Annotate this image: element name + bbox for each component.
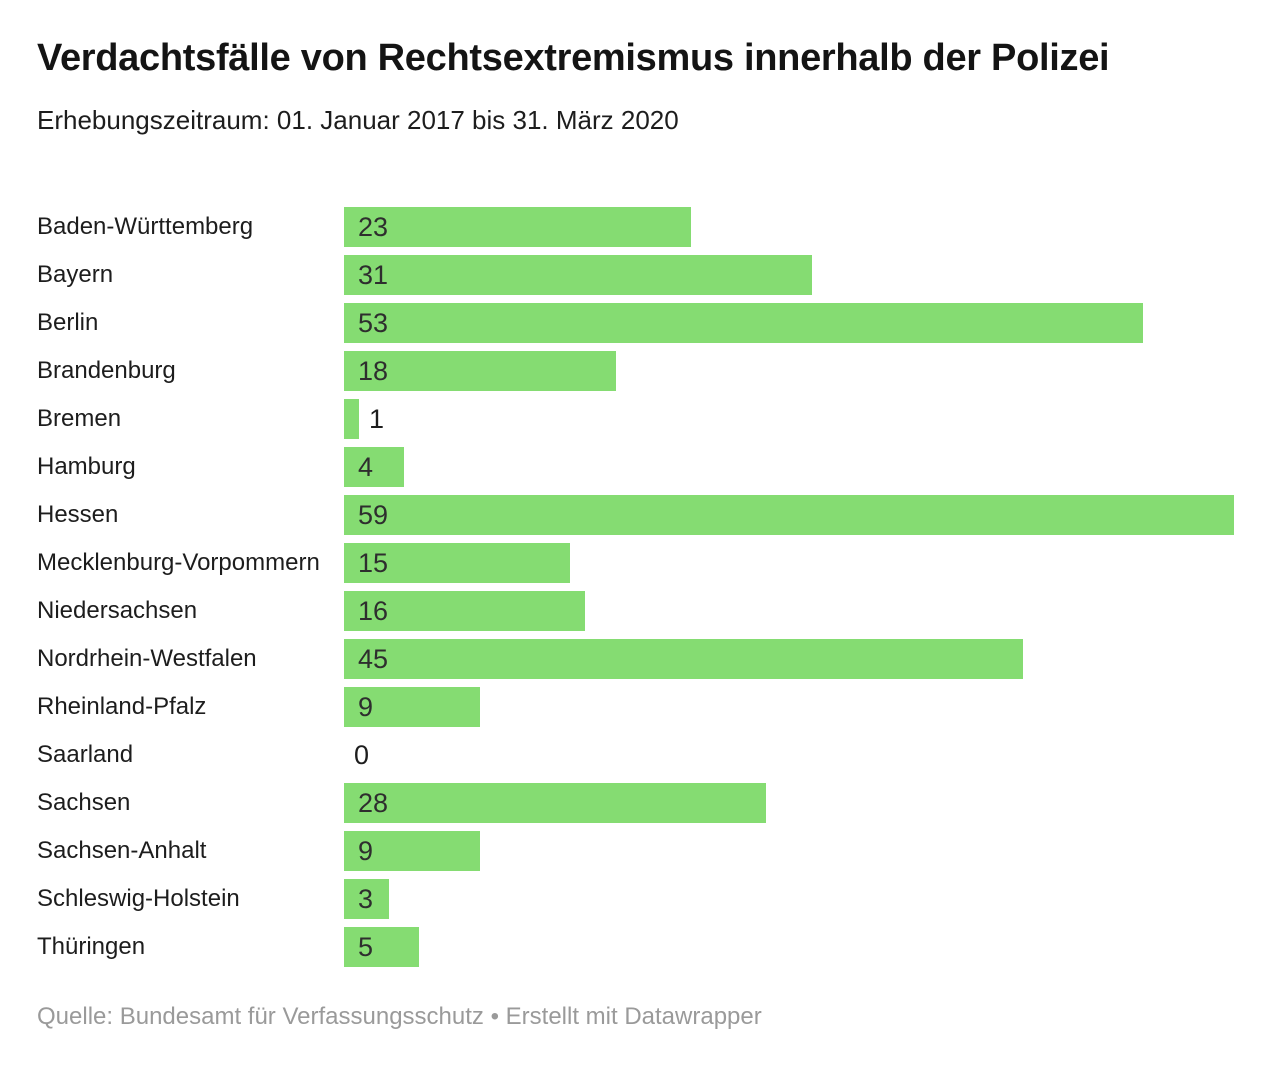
bar-value: 23 xyxy=(358,212,389,243)
bar-row: Hessen 59 xyxy=(37,495,1234,536)
bar xyxy=(344,447,404,488)
bar-track: 28 xyxy=(344,783,1234,824)
bar-track: 4 xyxy=(344,447,1234,488)
category-label: Saarland xyxy=(37,741,134,769)
bar-row: Bremen 1 xyxy=(37,399,1234,440)
category-label: Mecklenburg-Vorpommern xyxy=(37,549,320,577)
bar xyxy=(344,879,389,920)
category-label: Sachsen-Anhalt xyxy=(37,837,207,865)
footer-separator: • xyxy=(483,1003,506,1031)
bar-row: Mecklenburg-Vorpommern 15 xyxy=(37,543,1234,584)
bar-track: 23 xyxy=(344,207,1234,248)
bar-value: 16 xyxy=(358,596,389,627)
category-label: Schleswig-Holstein xyxy=(37,885,240,913)
category-label: Thüringen xyxy=(37,933,146,961)
bar-row: Sachsen-Anhalt 9 xyxy=(37,831,1234,872)
bar xyxy=(344,543,570,584)
bar-row: Baden-Württemberg 23 xyxy=(37,207,1234,248)
category-label: Sachsen xyxy=(37,789,131,817)
bar-track: 9 xyxy=(344,831,1234,872)
bar xyxy=(344,351,616,392)
bar-track: 1 xyxy=(344,399,1234,440)
category-label: Brandenburg xyxy=(37,357,176,385)
category-label: Niedersachsen xyxy=(37,597,198,625)
bar xyxy=(344,495,1234,536)
category-label: Hessen xyxy=(37,501,119,529)
bar-row: Nordrhein-Westfalen 45 xyxy=(37,639,1234,680)
bar-track: 18 xyxy=(344,351,1234,392)
bar xyxy=(344,207,691,248)
category-label: Baden-Württemberg xyxy=(37,213,254,241)
chart-title: Verdachtsfälle von Rechtsextremismus inn… xyxy=(37,37,1110,79)
category-label: Bremen xyxy=(37,405,122,433)
bar-track: 31 xyxy=(344,255,1234,296)
bar-track: 0 xyxy=(344,735,1234,775)
bar-value: 9 xyxy=(358,836,374,867)
bar-track: 15 xyxy=(344,543,1234,584)
chart-subtitle: Erhebungszeitraum: 01. Januar 2017 bis 3… xyxy=(37,104,679,135)
bar-value: 4 xyxy=(358,452,374,483)
bar-track: 53 xyxy=(344,303,1234,344)
bar-track: 16 xyxy=(344,591,1234,632)
bar-row: Sachsen 28 xyxy=(37,783,1234,824)
datawrapper-attribution: Erstellt mit Datawrapper xyxy=(505,1003,762,1031)
source-note: Quelle: Bundesamt für Verfassungsschutz xyxy=(37,1003,484,1031)
category-label: Rheinland-Pfalz xyxy=(37,693,207,721)
bar-track: 9 xyxy=(344,687,1234,728)
bar-value: 15 xyxy=(358,548,389,579)
bar-value: 5 xyxy=(358,932,374,963)
bar xyxy=(344,639,1023,680)
bar xyxy=(344,831,480,872)
bar-chart: Baden-Württemberg 23 Bayern 31 Berlin 53… xyxy=(37,207,1234,968)
bar-value: 31 xyxy=(358,260,389,291)
bar xyxy=(344,927,419,968)
category-label: Bayern xyxy=(37,261,114,289)
bar-row: Saarland 0 xyxy=(37,735,1234,775)
bar-value: 1 xyxy=(369,404,385,435)
bar-value: 59 xyxy=(358,500,389,531)
bar-value: 9 xyxy=(358,692,374,723)
bar-track: 5 xyxy=(344,927,1234,968)
bar-value: 53 xyxy=(358,308,389,339)
bar-value: 0 xyxy=(354,740,370,771)
bar-value: 3 xyxy=(358,884,374,915)
bar-track: 59 xyxy=(344,495,1234,536)
bar xyxy=(344,591,585,632)
category-label: Hamburg xyxy=(37,453,136,481)
bar-row: Berlin 53 xyxy=(37,303,1234,344)
bar-row: Hamburg 4 xyxy=(37,447,1234,488)
bar xyxy=(344,255,812,296)
bar-row: Schleswig-Holstein 3 xyxy=(37,879,1234,920)
category-label: Berlin xyxy=(37,309,99,337)
bar-track: 3 xyxy=(344,879,1234,920)
bar xyxy=(344,399,359,440)
bar-row: Bayern 31 xyxy=(37,255,1234,296)
bar-row: Brandenburg 18 xyxy=(37,351,1234,392)
bar-value: 45 xyxy=(358,644,389,675)
bar-value: 18 xyxy=(358,356,389,387)
bar xyxy=(344,303,1143,344)
chart-footer: Quelle: Bundesamt für Verfassungsschutz … xyxy=(37,1002,1234,1032)
bar-track: 45 xyxy=(344,639,1234,680)
bar-row: Thüringen 5 xyxy=(37,927,1234,968)
bar xyxy=(344,783,766,824)
bar-row: Niedersachsen 16 xyxy=(37,591,1234,632)
bar xyxy=(344,687,480,728)
bar-value: 28 xyxy=(358,788,389,819)
category-label: Nordrhein-Westfalen xyxy=(37,645,257,673)
bar-row: Rheinland-Pfalz 9 xyxy=(37,687,1234,728)
